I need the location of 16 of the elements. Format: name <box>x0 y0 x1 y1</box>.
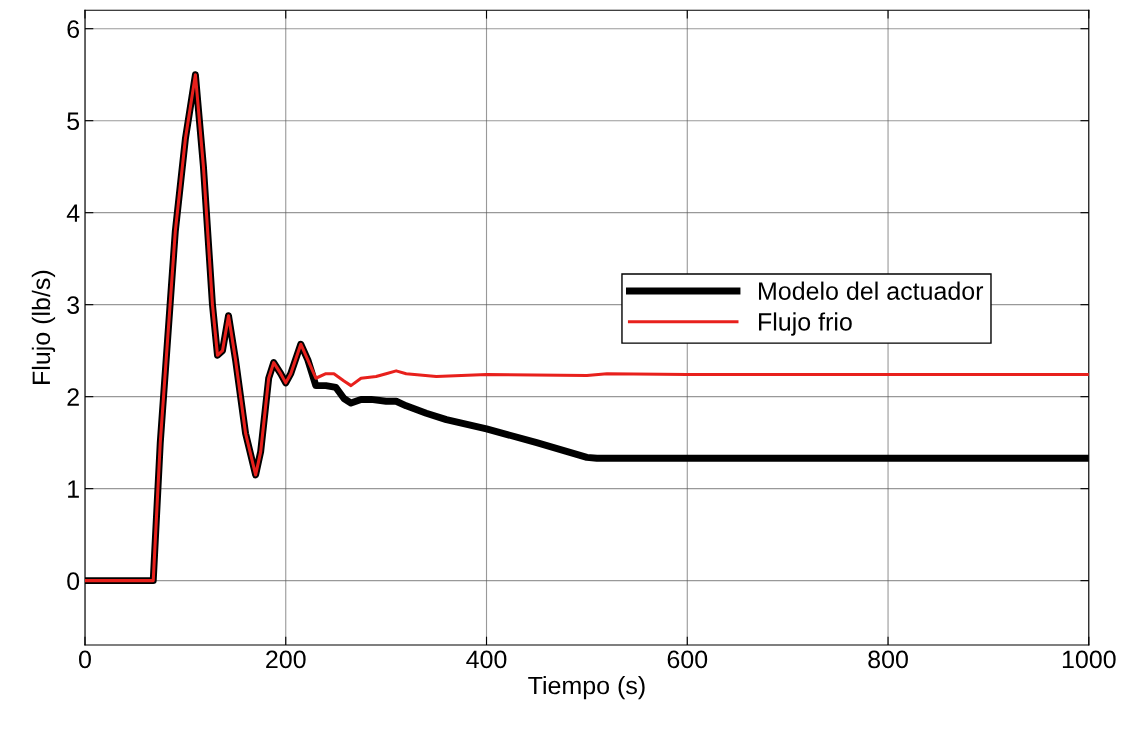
y-axis-title: Flujo (lb/s) <box>31 270 56 384</box>
legend-label: Modelo del actuador <box>759 281 984 300</box>
y-tick-label: 2 <box>67 388 79 406</box>
y-tick-label: 1 <box>68 480 79 498</box>
x-tick-label: 800 <box>868 650 908 669</box>
y-tick-label: 6 <box>67 20 80 38</box>
x-tick-label: 600 <box>667 650 708 669</box>
x-tick-label: 400 <box>466 650 507 669</box>
y-tick-label: 3 <box>67 296 80 314</box>
x-tick-label: 1000 <box>1062 650 1116 669</box>
y-tick-label: 5 <box>67 112 80 130</box>
x-axis-title: Tiempo (s) <box>528 675 645 700</box>
legend-label: Flujo frio <box>759 312 852 336</box>
x-tick-label: 200 <box>266 650 306 669</box>
y-tick-label: 4 <box>66 204 80 222</box>
y-tick-label: 0 <box>67 572 80 590</box>
